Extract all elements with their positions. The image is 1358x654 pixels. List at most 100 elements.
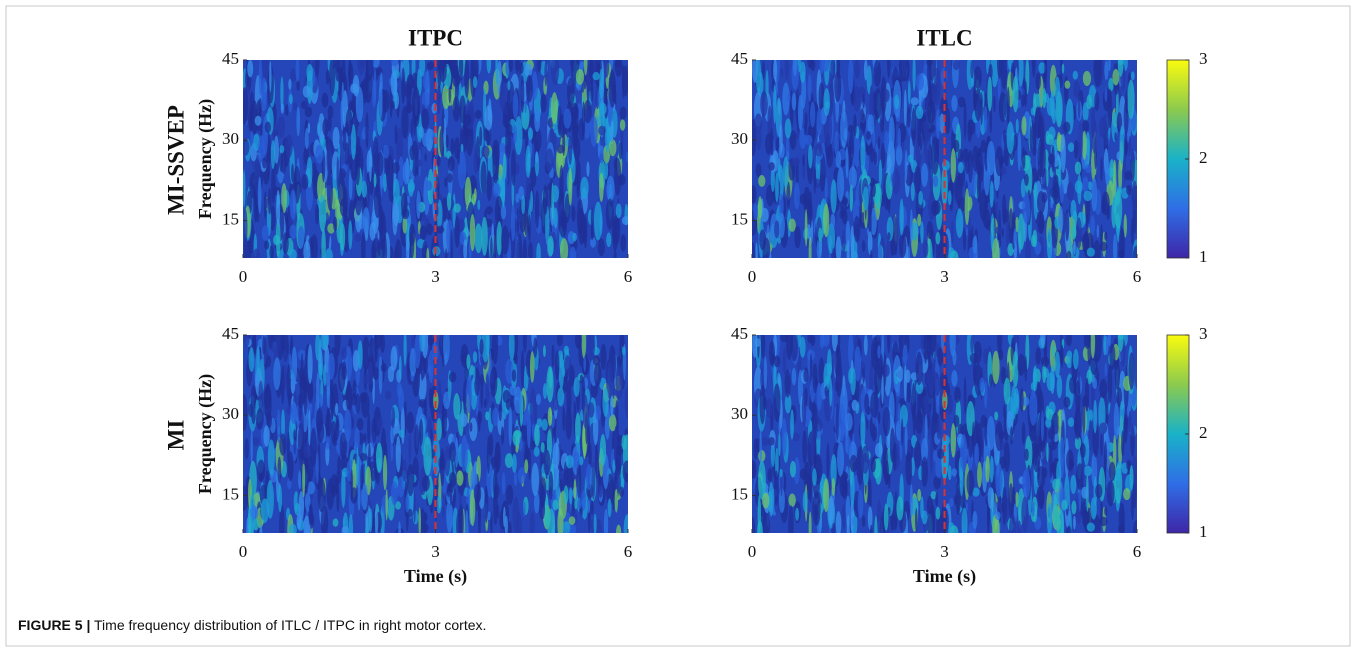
texture-blob <box>854 216 861 243</box>
texture-blob <box>574 479 577 500</box>
texture-blob <box>600 344 606 370</box>
texture-blob <box>349 514 353 543</box>
texture-blob <box>768 437 774 446</box>
texture-blob <box>1083 71 1091 86</box>
texture-blob <box>791 157 799 166</box>
texture-blob <box>475 110 482 119</box>
texture-blob <box>1045 418 1051 428</box>
texture-blob <box>544 450 551 476</box>
texture-blob <box>573 451 579 468</box>
texture-blob <box>787 94 791 102</box>
texture-blob <box>449 372 457 383</box>
texture-blob <box>378 239 385 258</box>
texture-blob <box>1070 200 1076 219</box>
texture-blob <box>320 394 323 407</box>
texture-blob <box>1112 69 1119 86</box>
texture-blob <box>321 228 326 266</box>
texture-blob <box>475 223 483 253</box>
texture-blob <box>1052 479 1060 491</box>
texture-blob <box>241 138 249 155</box>
texture-blob <box>264 240 269 249</box>
texture-blob <box>559 165 563 204</box>
texture-blob <box>862 93 865 108</box>
texture-blob <box>837 167 844 202</box>
texture-blob <box>779 146 781 158</box>
texture-blob <box>936 507 941 520</box>
texture-blob <box>780 330 788 342</box>
texture-blob <box>551 92 558 124</box>
texture-blob <box>528 128 533 140</box>
texture-blob <box>917 214 921 226</box>
texture-blob <box>480 381 483 409</box>
texture-blob <box>837 442 844 477</box>
texture-blob <box>453 96 460 121</box>
texture-blob <box>878 244 883 266</box>
texture-blob <box>442 118 445 134</box>
texture-blob <box>472 193 476 205</box>
texture-blob <box>509 407 513 446</box>
texture-blob <box>1074 407 1081 440</box>
texture-blob <box>455 216 460 248</box>
texture-blob <box>279 433 286 455</box>
texture-blob <box>426 223 433 235</box>
texture-blob <box>923 351 930 360</box>
texture-blob <box>561 215 566 231</box>
texture-blob <box>1104 61 1108 81</box>
texture-blob <box>920 221 924 243</box>
texture-blob <box>588 402 595 417</box>
texture-blob <box>1104 506 1107 515</box>
texture-blob <box>1000 167 1006 175</box>
texture-blob <box>1039 213 1044 234</box>
texture-blob <box>308 122 310 133</box>
texture-blob <box>935 458 942 478</box>
x-axis-label: Time (s) <box>913 566 976 587</box>
texture-blob <box>287 364 291 401</box>
texture-blob <box>907 382 911 403</box>
texture-blob <box>1099 422 1107 433</box>
texture-blob <box>1060 45 1062 80</box>
texture-blob <box>754 113 762 134</box>
texture-blob <box>1066 251 1071 264</box>
texture-blob <box>1060 134 1065 173</box>
texture-blob <box>936 109 941 139</box>
texture-blob <box>315 48 319 76</box>
texture-blob <box>778 99 781 115</box>
texture-blob <box>1131 218 1134 245</box>
texture-blob <box>785 48 789 80</box>
texture-blob <box>852 517 855 526</box>
texture-blob <box>1090 215 1095 235</box>
texture-blob <box>1042 88 1046 108</box>
texture-blob <box>616 525 621 541</box>
texture-blob <box>422 475 430 491</box>
texture-blob <box>625 386 631 418</box>
texture-blob <box>812 363 817 393</box>
texture-blob <box>315 332 320 360</box>
texture-blob <box>484 486 488 523</box>
texture-blob <box>499 404 502 421</box>
texture-blob <box>248 403 253 417</box>
texture-blob <box>289 224 297 239</box>
texture-blob <box>372 80 376 108</box>
texture-blob <box>258 177 262 214</box>
texture-blob <box>927 508 935 542</box>
texture-blob <box>800 62 806 83</box>
texture-blob <box>419 54 425 76</box>
texture-blob <box>832 523 835 543</box>
texture-blob <box>606 199 614 230</box>
texture-blob <box>470 422 473 432</box>
texture-blob <box>450 138 454 155</box>
texture-blob <box>910 209 913 243</box>
texture-blob <box>1109 462 1116 482</box>
texture-blob <box>512 369 517 381</box>
texture-blob <box>616 203 622 218</box>
texture-blob <box>440 448 444 487</box>
texture-blob <box>974 88 981 121</box>
texture-blob <box>261 498 269 523</box>
texture-blob <box>381 363 387 372</box>
texture-blob <box>988 487 994 509</box>
texture-blob <box>333 518 339 526</box>
texture-blob <box>1046 167 1048 187</box>
texture-blob <box>1084 191 1092 202</box>
texture-blob <box>315 204 319 225</box>
texture-blob <box>972 236 977 254</box>
